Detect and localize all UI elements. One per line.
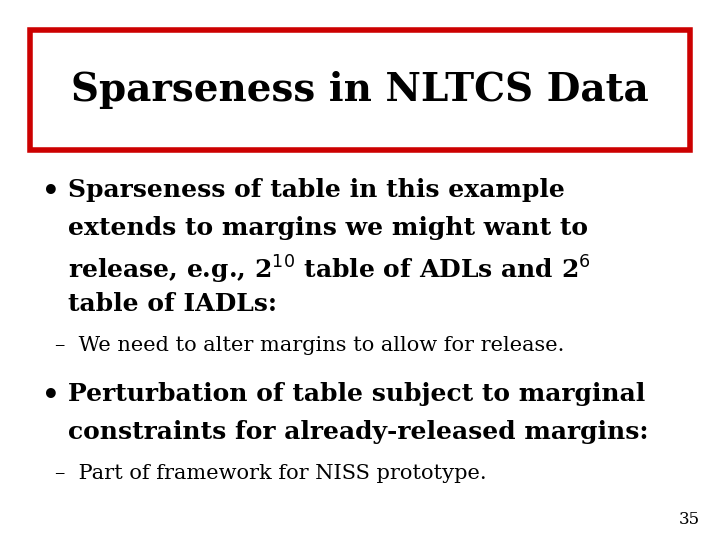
Text: table of IADLs:: table of IADLs: (68, 292, 277, 316)
Text: Sparseness of table in this example: Sparseness of table in this example (68, 178, 565, 202)
Text: constraints for already-released margins:: constraints for already-released margins… (68, 420, 649, 444)
Text: extends to margins we might want to: extends to margins we might want to (68, 216, 588, 240)
Text: Sparseness in NLTCS Data: Sparseness in NLTCS Data (71, 71, 649, 109)
FancyBboxPatch shape (30, 30, 690, 150)
Text: •: • (42, 382, 60, 409)
Text: –  We need to alter margins to allow for release.: – We need to alter margins to allow for … (55, 336, 564, 355)
Text: •: • (42, 178, 60, 205)
Text: Perturbation of table subject to marginal: Perturbation of table subject to margina… (68, 382, 645, 406)
Text: 35: 35 (679, 511, 700, 528)
Text: release, e.g., 2$^{10}$ table of ADLs and 2$^{6}$: release, e.g., 2$^{10}$ table of ADLs an… (68, 254, 590, 286)
Text: –  Part of framework for NISS prototype.: – Part of framework for NISS prototype. (55, 464, 487, 483)
